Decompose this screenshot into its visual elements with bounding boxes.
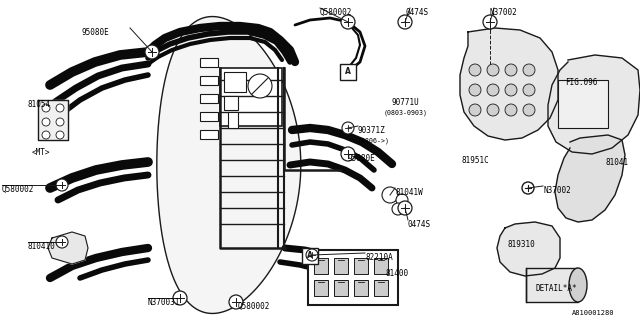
Bar	[302, 248, 318, 264]
Text: 82210A: 82210A	[365, 253, 393, 262]
Bar	[340, 64, 356, 80]
Text: Q580002: Q580002	[238, 302, 270, 311]
Circle shape	[505, 64, 517, 76]
Text: N37002: N37002	[490, 8, 518, 17]
Circle shape	[505, 84, 517, 96]
Bar	[200, 130, 218, 139]
Polygon shape	[497, 222, 560, 276]
Text: Q580002: Q580002	[2, 185, 35, 194]
Circle shape	[56, 104, 64, 112]
Circle shape	[342, 122, 354, 134]
Bar	[354, 280, 368, 296]
Circle shape	[523, 104, 535, 116]
Text: 81951C: 81951C	[462, 156, 490, 165]
Text: <MT>: <MT>	[32, 148, 51, 157]
Bar	[314, 258, 328, 274]
Bar	[200, 76, 218, 85]
Text: (0803-0903): (0803-0903)	[384, 110, 428, 116]
Circle shape	[398, 15, 412, 29]
Polygon shape	[157, 17, 301, 314]
Text: 81400: 81400	[386, 269, 409, 278]
Text: 90371Z: 90371Z	[358, 126, 386, 135]
Polygon shape	[48, 232, 88, 264]
Circle shape	[145, 45, 159, 59]
Bar	[224, 96, 238, 110]
Polygon shape	[555, 135, 625, 222]
Text: 81054: 81054	[28, 100, 51, 109]
Circle shape	[469, 84, 481, 96]
Bar	[220, 68, 282, 126]
Polygon shape	[548, 55, 640, 154]
Circle shape	[483, 15, 497, 29]
Circle shape	[382, 187, 398, 203]
Text: 90771U: 90771U	[392, 98, 420, 107]
Text: A: A	[307, 252, 313, 260]
Text: N370031: N370031	[148, 298, 180, 307]
Bar	[314, 280, 328, 296]
Bar	[334, 280, 348, 296]
Circle shape	[522, 182, 534, 194]
Circle shape	[42, 104, 50, 112]
Circle shape	[56, 131, 64, 139]
Bar	[200, 112, 218, 121]
Circle shape	[523, 64, 535, 76]
Circle shape	[398, 201, 412, 215]
Bar	[228, 112, 238, 128]
Ellipse shape	[569, 268, 587, 302]
Bar	[308, 250, 398, 305]
Text: N37002: N37002	[543, 186, 571, 195]
Circle shape	[56, 118, 64, 126]
Text: 0474S: 0474S	[405, 8, 428, 17]
Text: Q580002: Q580002	[320, 8, 353, 17]
Circle shape	[487, 104, 499, 116]
Circle shape	[229, 295, 243, 309]
Circle shape	[523, 84, 535, 96]
Circle shape	[306, 249, 318, 261]
Text: (0806->): (0806->)	[358, 137, 390, 143]
Text: FIG.096: FIG.096	[565, 78, 597, 87]
Text: 810410: 810410	[28, 242, 56, 251]
Circle shape	[42, 131, 50, 139]
Circle shape	[487, 84, 499, 96]
Bar	[374, 280, 388, 296]
Text: 0474S: 0474S	[408, 220, 431, 229]
Bar	[526, 268, 578, 302]
Circle shape	[341, 15, 355, 29]
Circle shape	[487, 64, 499, 76]
Circle shape	[42, 118, 50, 126]
Text: 819310: 819310	[508, 240, 536, 249]
Circle shape	[396, 194, 408, 206]
Text: 95080E: 95080E	[348, 154, 376, 163]
Bar	[334, 258, 348, 274]
Bar	[200, 94, 218, 103]
Circle shape	[469, 64, 481, 76]
Text: 81041: 81041	[605, 158, 628, 167]
Text: A810001280: A810001280	[572, 310, 614, 316]
Polygon shape	[460, 28, 558, 140]
Bar	[354, 258, 368, 274]
Circle shape	[505, 104, 517, 116]
Circle shape	[56, 236, 68, 248]
Circle shape	[341, 147, 355, 161]
Text: A: A	[345, 68, 351, 76]
Circle shape	[392, 203, 404, 215]
Circle shape	[56, 179, 68, 191]
Bar	[224, 72, 246, 92]
Circle shape	[173, 291, 187, 305]
Bar	[200, 58, 218, 67]
Polygon shape	[38, 100, 68, 140]
Bar	[374, 258, 388, 274]
Circle shape	[469, 104, 481, 116]
Bar	[558, 80, 608, 128]
Text: DETAIL*A*: DETAIL*A*	[536, 284, 578, 293]
Text: 81041W: 81041W	[395, 188, 423, 197]
Circle shape	[248, 74, 272, 98]
Text: 95080E: 95080E	[82, 28, 109, 37]
